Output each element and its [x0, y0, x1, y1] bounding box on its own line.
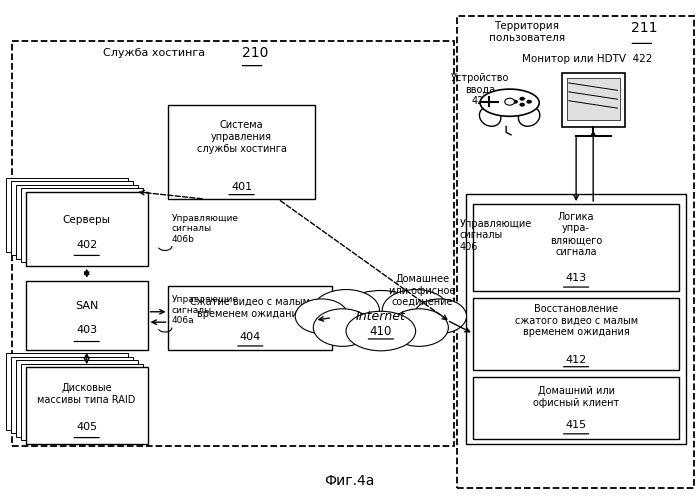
FancyBboxPatch shape [16, 185, 138, 259]
FancyBboxPatch shape [21, 364, 143, 440]
Text: 402: 402 [76, 240, 97, 250]
Ellipse shape [480, 107, 501, 126]
Text: Логика
упра-
вляющего
сигнала: Логика упра- вляющего сигнала [550, 212, 603, 256]
FancyBboxPatch shape [473, 204, 679, 291]
Text: Домашний или
офисный клиент: Домашний или офисный клиент [533, 386, 619, 408]
Text: Фиг.4а: Фиг.4а [324, 474, 375, 488]
FancyBboxPatch shape [168, 105, 315, 199]
Text: 412: 412 [565, 354, 586, 365]
Text: 401: 401 [231, 182, 252, 192]
Ellipse shape [480, 89, 539, 116]
FancyBboxPatch shape [466, 194, 686, 444]
Ellipse shape [346, 311, 416, 351]
FancyBboxPatch shape [168, 286, 332, 350]
Text: 404: 404 [240, 332, 261, 342]
Text: Дисковые
массивы типа RAID: Дисковые массивы типа RAID [38, 383, 136, 405]
Circle shape [505, 98, 514, 105]
FancyBboxPatch shape [26, 281, 147, 350]
Text: Серверы: Серверы [63, 215, 110, 225]
Text: Управляющие
сигналы
406: Управляющие сигналы 406 [459, 219, 532, 252]
Text: Управляющие
сигналы
406b: Управляющие сигналы 406b [172, 214, 239, 244]
FancyBboxPatch shape [6, 353, 128, 430]
Ellipse shape [295, 299, 348, 333]
Circle shape [526, 100, 532, 104]
Ellipse shape [414, 299, 466, 333]
FancyBboxPatch shape [567, 78, 619, 120]
Text: 403: 403 [76, 326, 97, 335]
Ellipse shape [313, 309, 372, 346]
Ellipse shape [390, 309, 448, 346]
Circle shape [519, 97, 525, 101]
Text: Internet: Internet [356, 310, 405, 323]
Text: Система
управления
службы хостинга: Система управления службы хостинга [196, 120, 287, 154]
Text: 413: 413 [565, 273, 586, 283]
Text: Монитор или HDTV  422: Монитор или HDTV 422 [522, 54, 653, 64]
FancyBboxPatch shape [12, 41, 454, 446]
Text: Служба хостинга: Служба хостинга [103, 48, 206, 58]
Ellipse shape [519, 107, 540, 126]
Text: Сжатие видео с малым
временем ожидания: Сжатие видео с малым временем ожидания [190, 297, 310, 319]
FancyBboxPatch shape [457, 16, 694, 488]
Text: Домашнее
или офисное
соединение: Домашнее или офисное соединение [389, 274, 456, 307]
FancyBboxPatch shape [11, 181, 133, 255]
FancyBboxPatch shape [473, 377, 679, 439]
Text: SAN: SAN [75, 301, 99, 311]
Circle shape [512, 100, 518, 104]
Ellipse shape [382, 290, 449, 331]
Text: 405: 405 [76, 422, 97, 432]
FancyBboxPatch shape [26, 367, 147, 444]
FancyBboxPatch shape [562, 73, 624, 127]
Text: 210: 210 [242, 46, 268, 60]
FancyBboxPatch shape [473, 298, 679, 370]
FancyBboxPatch shape [26, 192, 147, 266]
FancyBboxPatch shape [21, 188, 143, 262]
Text: Территория
пользователя: Территория пользователя [489, 21, 565, 43]
Text: Управляющие
сигналы
406a: Управляющие сигналы 406a [172, 295, 239, 325]
Text: 415: 415 [565, 420, 586, 430]
FancyBboxPatch shape [6, 178, 128, 252]
Ellipse shape [336, 291, 426, 345]
FancyBboxPatch shape [11, 357, 133, 433]
Text: Устройство
ввода
421: Устройство ввода 421 [451, 73, 510, 106]
Text: Восстановление
сжатого видео с малым
временем ожидания: Восстановление сжатого видео с малым вре… [514, 304, 637, 337]
Text: 211: 211 [631, 21, 658, 35]
Text: 410: 410 [370, 325, 392, 337]
Ellipse shape [312, 290, 380, 331]
FancyBboxPatch shape [16, 360, 138, 437]
Circle shape [519, 103, 525, 107]
